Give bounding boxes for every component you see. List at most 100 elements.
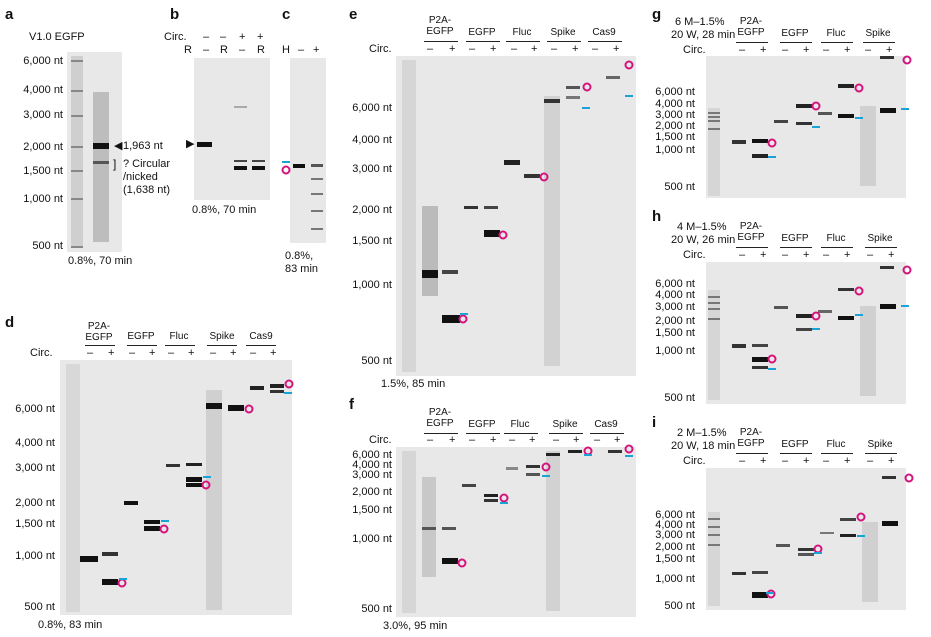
band [504,160,520,165]
circle-marker [284,379,294,389]
circle-marker [201,480,211,490]
panel-i-gel-svg [708,476,898,606]
sign: – [168,347,175,359]
group-label: Spike [865,28,891,39]
panel-label-f: f [349,396,354,413]
sign: – [823,249,830,261]
sign: – [867,249,874,261]
band [840,534,856,537]
sign: + [803,44,810,56]
sign: – [867,455,874,467]
band [124,501,138,505]
marker-label: 4,000 nt [655,98,695,110]
marker-label: 6,000 nt [352,449,392,461]
band [442,527,456,530]
panel-d-caption: 0.8%, 83 min [38,619,103,631]
group-underline [165,345,195,346]
circle-marker [811,311,821,321]
band [270,384,284,388]
band [311,164,323,167]
arrow-icon: ◀ [114,140,123,152]
panel-label-h: h [652,208,662,225]
panel-a-caption: 0.8%, 70 min [68,255,133,267]
sign: + [760,44,767,56]
dash-marker [857,535,865,537]
dash-marker [119,578,127,580]
sign: + [614,434,621,446]
band [422,527,436,530]
marker-label: 4,000 nt [655,289,695,301]
band [880,108,896,113]
ladder-band [708,112,720,114]
panel-a-annotation-circ-3: (1,638 nt) [123,184,171,196]
group-underline [588,41,622,42]
ladder-band [708,534,720,536]
sign: – [87,347,94,359]
band [798,548,814,551]
band [752,357,768,362]
panel-b-gel [194,58,270,200]
sign: + [490,434,497,446]
ladder-band [71,170,83,172]
band [234,160,247,162]
band [818,112,832,115]
group-underline [547,41,581,42]
panel-e-gel [396,56,636,376]
marker-label: 500 nt [24,601,55,613]
marker-label: 500 nt [664,600,695,612]
ladder-band [71,60,83,62]
circle-marker [811,101,821,111]
sign: – [739,249,746,261]
dash-marker [768,368,776,370]
marker-label: 4,000 nt [23,84,63,96]
sign: + [149,347,156,359]
panel-g-cond-2: 20 W, 28 min [671,29,736,41]
circle-marker [281,165,291,175]
ladder-band [708,518,720,520]
band [546,453,560,456]
group-underline [85,345,115,346]
band [186,463,202,466]
sign: + [529,434,536,446]
dash-marker [901,108,909,110]
group-underline [207,345,237,346]
circ-label: Circ. [683,44,706,56]
sign: R [220,44,228,56]
sign: – [509,434,516,446]
panel-a-annotation-circ-1: ? Circular [123,158,171,170]
ladder-band [708,544,720,546]
group-underline [863,42,895,43]
circle-marker [244,404,254,414]
group-label: Cas9 [594,419,618,430]
ladder-smear [402,451,416,613]
group-underline [865,247,897,248]
circle-marker [457,558,467,568]
ladder-smear [71,56,83,248]
group-label: Cas9 [249,331,273,342]
panel-e-caption: 1.5%, 85 min [381,378,446,390]
sign: + [230,347,237,359]
sign: – [592,43,599,55]
group-underline [821,42,853,43]
bracket-icon: ] [113,157,117,171]
dash-marker [500,502,508,504]
band [796,122,812,125]
marker-label: 1,000 nt [23,193,63,205]
group-label: Fluc [826,28,846,39]
panel-g-gel-svg [708,56,896,196]
sample-smear [546,451,560,611]
group-label: P2A- EGFP [426,15,454,37]
panel-c-caption-1: 0.8%, [285,250,314,262]
dash-marker [584,454,592,456]
group-underline [590,433,624,434]
group-underline [466,41,500,42]
sample-smear [544,96,560,366]
ladder-band [708,120,720,122]
circle-marker [624,444,634,454]
marker-label: 500 nt [664,181,695,193]
dash-marker [766,592,774,594]
group-underline [780,247,812,248]
band [796,314,812,318]
sign: – [553,434,560,446]
sign: R [257,44,265,56]
